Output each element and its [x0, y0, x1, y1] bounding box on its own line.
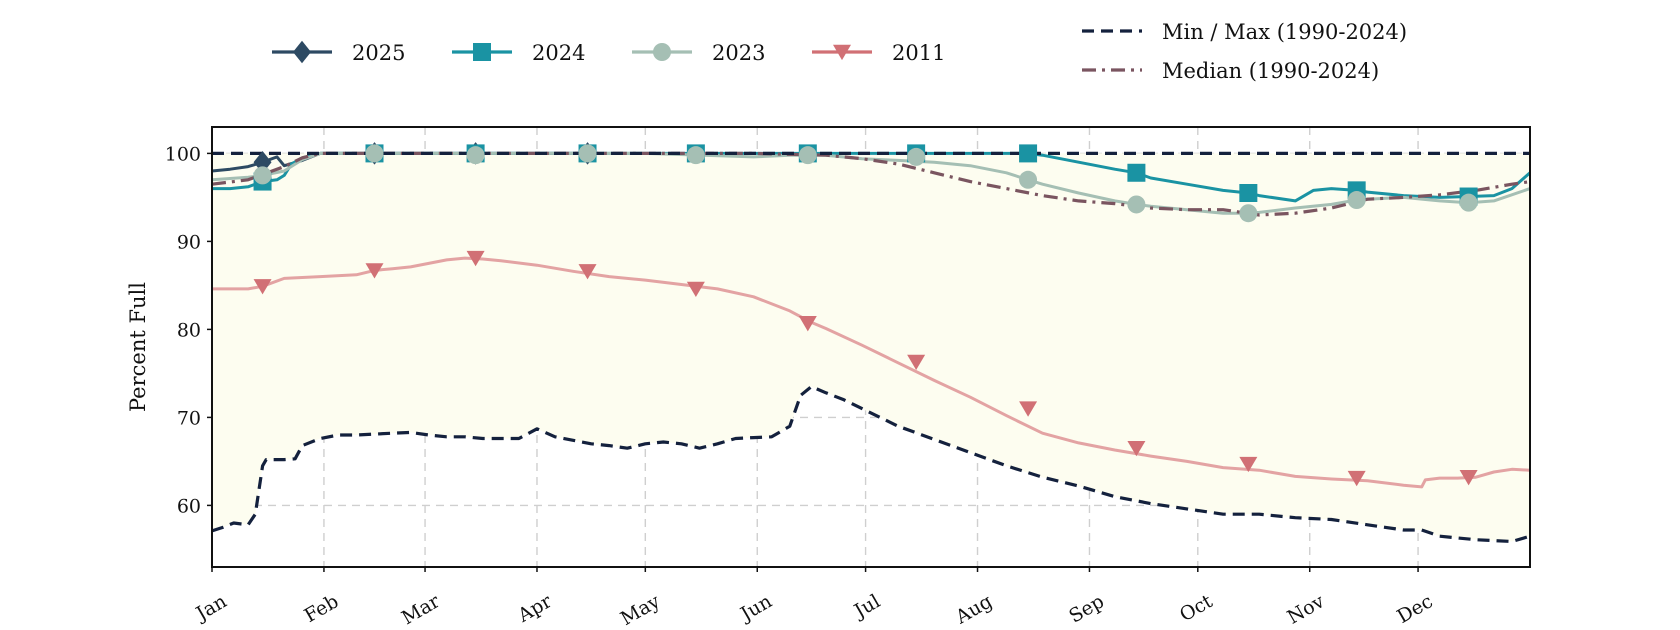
legend-entry-2023: 2023	[632, 41, 765, 65]
marker-2011-11	[1459, 470, 1478, 486]
y-axis-label: Percent Full	[126, 282, 150, 412]
marker-2023-1	[365, 144, 384, 163]
marker-2011-4	[686, 281, 705, 298]
marker-2023-0	[253, 166, 272, 185]
legend-label-2025: 2025	[352, 41, 405, 65]
marker-2023-4	[686, 146, 705, 165]
y-tick-label-70: 70	[177, 407, 201, 429]
x-tick-label-may: May	[617, 590, 664, 630]
legend: 2025 2024 2023 2011 Min / Max (1990-2024) Med…	[272, 20, 1407, 83]
legend-swatch-marker-2011	[833, 44, 851, 61]
x-tick-label-mar: Mar	[398, 590, 444, 629]
x-tick-label-apr: Apr	[513, 590, 556, 627]
x-tick-label-nov: Nov	[1284, 590, 1329, 629]
marker-2023-10	[1347, 191, 1366, 210]
series-line-2011	[212, 256, 1531, 489]
legend-entry-2025: 2025	[272, 40, 405, 65]
marker-2011-3	[578, 264, 597, 280]
min-max-band	[212, 153, 1530, 542]
marker-2011-1	[365, 263, 384, 279]
marker-2023-9	[1239, 204, 1258, 223]
marker-2011-0	[253, 279, 272, 295]
marker-2023-11	[1459, 193, 1478, 212]
legend-swatch-marker-2024	[473, 43, 491, 61]
marker-2024-8	[1127, 163, 1146, 182]
x-tick-label-aug: Aug	[951, 590, 996, 629]
x-tick-label-feb: Feb	[301, 590, 343, 627]
legend-label-2023: 2023	[712, 41, 765, 65]
legend-entry-2011: 2011	[812, 41, 945, 65]
legend-label-2011: 2011	[892, 41, 945, 65]
legend-label-min-max-1990-2024: Min / Max (1990-2024)	[1162, 20, 1407, 44]
marker-2011-8	[1127, 441, 1146, 457]
y-tick-label-100: 100	[165, 143, 201, 165]
legend-entry-2024: 2024	[452, 41, 585, 65]
marker-2011-2	[466, 250, 485, 267]
marker-2011-9	[1239, 456, 1258, 473]
legend-entry-min-max-1990-2024: Min / Max (1990-2024)	[1082, 20, 1407, 44]
plot-frame	[211, 126, 1531, 568]
y-tick-label-90: 90	[177, 231, 201, 253]
legend-label-2024: 2024	[532, 41, 585, 65]
legend-swatch-marker-2023	[653, 43, 671, 61]
legend-entry-median-1990-2024: Median (1990-2024)	[1082, 59, 1379, 83]
x-tick-label-jul: Jul	[849, 590, 884, 623]
marker-2024-9	[1239, 184, 1258, 202]
band-fill	[212, 153, 1530, 542]
x-tick-label-jan: Jan	[191, 590, 231, 626]
x-tick-label-sep: Sep	[1065, 590, 1108, 627]
marker-2023-8	[1127, 195, 1146, 214]
legend-label-median-1990-2024: Median (1990-2024)	[1162, 59, 1379, 83]
y-tick-label-80: 80	[177, 319, 201, 341]
x-tick-label-jun: Jun	[735, 590, 776, 626]
marker-2011-7	[1019, 401, 1038, 417]
marker-2023-2	[466, 146, 485, 165]
marker-2023-6	[907, 147, 926, 166]
series-markers	[253, 142, 1478, 487]
marker-2023-7	[1019, 170, 1038, 189]
marker-2011-6	[907, 354, 926, 371]
x-tick-label-oct: Oct	[1176, 590, 1217, 626]
y-tick-label-60: 60	[177, 495, 201, 517]
legend-swatch-marker-2025	[293, 40, 311, 64]
x-tick-label-dec: Dec	[1393, 590, 1436, 628]
marker-2011-5	[798, 316, 817, 332]
marker-2024-7	[1019, 144, 1038, 163]
marker-2023-3	[578, 144, 597, 163]
series-line-min-1990-2024	[211, 385, 1531, 544]
marker-2011-10	[1347, 470, 1366, 487]
marker-2023-5	[798, 146, 817, 165]
